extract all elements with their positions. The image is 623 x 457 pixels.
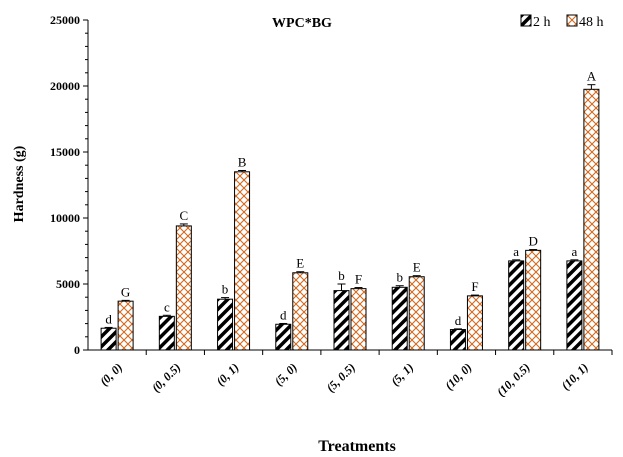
significance-letter-2h: a xyxy=(513,244,519,259)
y-tick-label: 15000 xyxy=(50,145,80,159)
bar-2h xyxy=(217,298,234,351)
significance-letter-2h: d xyxy=(455,313,462,328)
legend: 2 h 48 h xyxy=(520,14,604,30)
x-tick-label: (10, 1) xyxy=(558,360,591,393)
significance-letter-48h: F xyxy=(471,279,478,294)
significance-letter-2h: d xyxy=(105,311,112,326)
y-axis-label: Hardness (g) xyxy=(12,145,27,222)
bar-48h xyxy=(175,225,192,351)
significance-letter-48h: E xyxy=(296,256,304,271)
bar-48h xyxy=(525,249,542,351)
x-axis-label: Treatments xyxy=(318,438,396,455)
bar-2h xyxy=(275,323,292,351)
x-tick-label: (0, 1) xyxy=(213,360,241,388)
bar-2h xyxy=(158,315,175,351)
bar-48h xyxy=(292,272,309,351)
significance-letter-48h: C xyxy=(179,208,188,223)
bar-2h xyxy=(566,260,583,351)
y-tick-label: 5000 xyxy=(56,277,80,291)
bar-48h xyxy=(234,171,251,351)
significance-letter-48h: F xyxy=(355,272,362,287)
bar-48h xyxy=(350,288,367,351)
y-tick-label: 0 xyxy=(74,343,80,357)
significance-letter-48h: D xyxy=(528,234,537,249)
bar-48h xyxy=(466,295,483,351)
legend-swatch-2h xyxy=(520,14,532,27)
significance-letter-2h: c xyxy=(164,299,170,314)
x-tick-label: (0, 0.5) xyxy=(149,360,184,395)
y-tick-label: 25000 xyxy=(50,13,80,27)
bar-48h xyxy=(117,300,134,351)
significance-letter-2h: a xyxy=(571,244,577,259)
significance-letter-2h: b xyxy=(396,270,403,285)
chart-title: WPC*BG xyxy=(272,16,332,31)
bar-2h xyxy=(100,327,117,351)
significance-letter-48h: A xyxy=(587,69,597,84)
significance-letter-48h: E xyxy=(413,260,421,275)
legend-label-48h: 48 h xyxy=(579,15,604,30)
y-tick-label: 10000 xyxy=(50,211,80,225)
x-tick-label: (10, 0.5) xyxy=(494,360,533,399)
x-tick-label: (0, 0) xyxy=(97,360,125,388)
bar-2h xyxy=(449,329,466,351)
x-tick-label: (5, 1) xyxy=(388,360,416,388)
bar-2h xyxy=(391,286,408,351)
bar-2h xyxy=(508,260,525,351)
bar-48h xyxy=(408,276,425,351)
x-tick-label: (5, 0) xyxy=(272,360,300,388)
significance-letter-2h: b xyxy=(338,268,345,283)
x-tick-label: (10, 0) xyxy=(442,360,475,393)
legend-swatch-48h xyxy=(566,14,578,27)
significance-letter-2h: d xyxy=(280,307,287,322)
x-tick-label: (5, 0.5) xyxy=(323,360,358,395)
legend-label-2h: 2 h xyxy=(533,15,551,30)
significance-letter-2h: b xyxy=(222,282,229,297)
significance-letter-48h: B xyxy=(238,154,247,169)
bar-48h xyxy=(583,88,600,351)
significance-letter-48h: G xyxy=(121,284,130,299)
y-tick-label: 20000 xyxy=(50,79,80,93)
bar-2h xyxy=(333,290,350,351)
